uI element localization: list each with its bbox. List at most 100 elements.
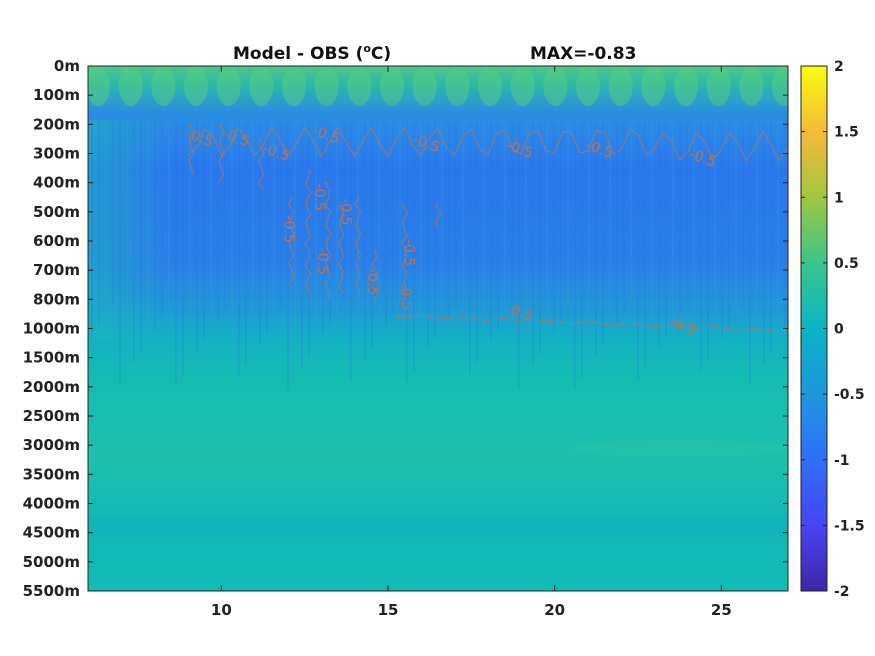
contour-label: -0.5 <box>281 216 297 243</box>
x-tick-label: 10 <box>211 601 232 619</box>
streak <box>574 121 576 389</box>
streak <box>91 121 93 338</box>
contour-filament <box>188 123 195 176</box>
streak <box>112 121 114 305</box>
streak <box>616 121 618 323</box>
y-tick-label: 200m <box>33 115 80 133</box>
streak <box>742 121 744 305</box>
contour-label: -0.5 <box>364 268 380 295</box>
surface-patch <box>739 66 764 106</box>
y-tick-label: 500m <box>33 203 80 221</box>
contour-filament <box>435 205 442 228</box>
surface-patch <box>184 66 208 106</box>
streak <box>182 121 184 375</box>
streak <box>371 121 373 348</box>
streak <box>343 121 345 302</box>
streak <box>490 121 492 341</box>
streak <box>581 121 583 378</box>
streak <box>700 121 702 371</box>
y-tick-label: 4500m <box>23 524 80 542</box>
streak <box>658 121 660 347</box>
y-tick-label: 700m <box>33 261 80 279</box>
streak <box>217 121 219 320</box>
surface-patch <box>412 66 437 106</box>
streak <box>686 121 688 303</box>
streak <box>441 121 443 328</box>
contour-label: -0.5 <box>401 239 417 266</box>
x-tick-label: 25 <box>711 601 732 619</box>
streak <box>448 121 450 317</box>
y-tick-label: 3000m <box>23 436 80 454</box>
surface-patch <box>216 66 241 106</box>
streak <box>322 121 324 335</box>
plot-area: -0.5 -0.5-0.5-0.5-0.5-0.5-0.5-0.5-0.5-0.5… <box>88 66 788 591</box>
x-axis: 10 15 20 25 <box>211 66 732 619</box>
colorbar-tick-label: 0.5 <box>834 256 859 272</box>
contour-filament <box>304 170 312 296</box>
streak <box>672 121 674 325</box>
streak <box>105 121 107 316</box>
y-tick-label: 600m <box>33 232 80 250</box>
streak <box>364 121 366 359</box>
streak <box>434 121 436 339</box>
streak <box>693 121 695 382</box>
streak <box>735 121 737 316</box>
streak <box>637 121 639 380</box>
streak <box>196 121 198 353</box>
colorbar-tick-label: 1 <box>834 190 844 206</box>
streak <box>413 121 415 372</box>
y-tick-label: 4000m <box>23 495 80 513</box>
streak <box>399 121 401 304</box>
streak <box>210 121 212 331</box>
y-tick-label: 100m <box>33 86 80 104</box>
streak <box>378 121 380 337</box>
vertical-streaks <box>91 121 786 390</box>
streak <box>539 121 541 354</box>
contour-filament <box>354 196 362 300</box>
streak <box>161 121 163 318</box>
streak <box>406 121 408 383</box>
streak <box>525 121 527 376</box>
streak <box>308 121 310 357</box>
surface-patch <box>347 66 372 106</box>
surface-patch <box>118 66 143 106</box>
colorbar-tick-label: 2 <box>834 59 844 75</box>
streak <box>518 121 520 387</box>
y-tick-label: 1000m <box>23 320 80 338</box>
streak <box>763 121 765 362</box>
streak <box>350 121 352 381</box>
streak <box>630 121 632 301</box>
contour-label: -0.5 <box>311 184 327 211</box>
streak <box>784 121 786 329</box>
streak <box>511 121 513 308</box>
streak <box>336 121 338 313</box>
heatmap-left-band <box>88 120 788 340</box>
streak <box>203 121 205 342</box>
streak <box>483 121 485 352</box>
streak <box>665 121 667 336</box>
contour-lower <box>394 314 785 333</box>
streak <box>567 121 569 310</box>
streak <box>175 121 177 386</box>
streak <box>602 121 604 345</box>
y-tick-label: 300m <box>33 145 80 163</box>
streak <box>245 121 247 366</box>
streak <box>259 121 261 344</box>
streak <box>140 121 142 351</box>
contour-filament <box>337 205 345 294</box>
streak <box>476 121 478 363</box>
y-tick-label: 800m <box>33 290 80 308</box>
surface-patches <box>88 66 788 106</box>
streak <box>560 121 562 321</box>
streak <box>644 121 646 369</box>
streak <box>231 121 233 388</box>
x-tick-label: 20 <box>544 601 565 619</box>
streak <box>98 121 100 327</box>
streak <box>315 121 317 346</box>
streak <box>147 121 149 340</box>
colorbar-tick-label: -1.5 <box>834 518 865 534</box>
surface-patch <box>608 66 633 106</box>
streak <box>133 121 135 362</box>
colorbar-tick-label: 0 <box>834 322 844 338</box>
chart-title: Model - OBS (oC) <box>233 42 391 64</box>
